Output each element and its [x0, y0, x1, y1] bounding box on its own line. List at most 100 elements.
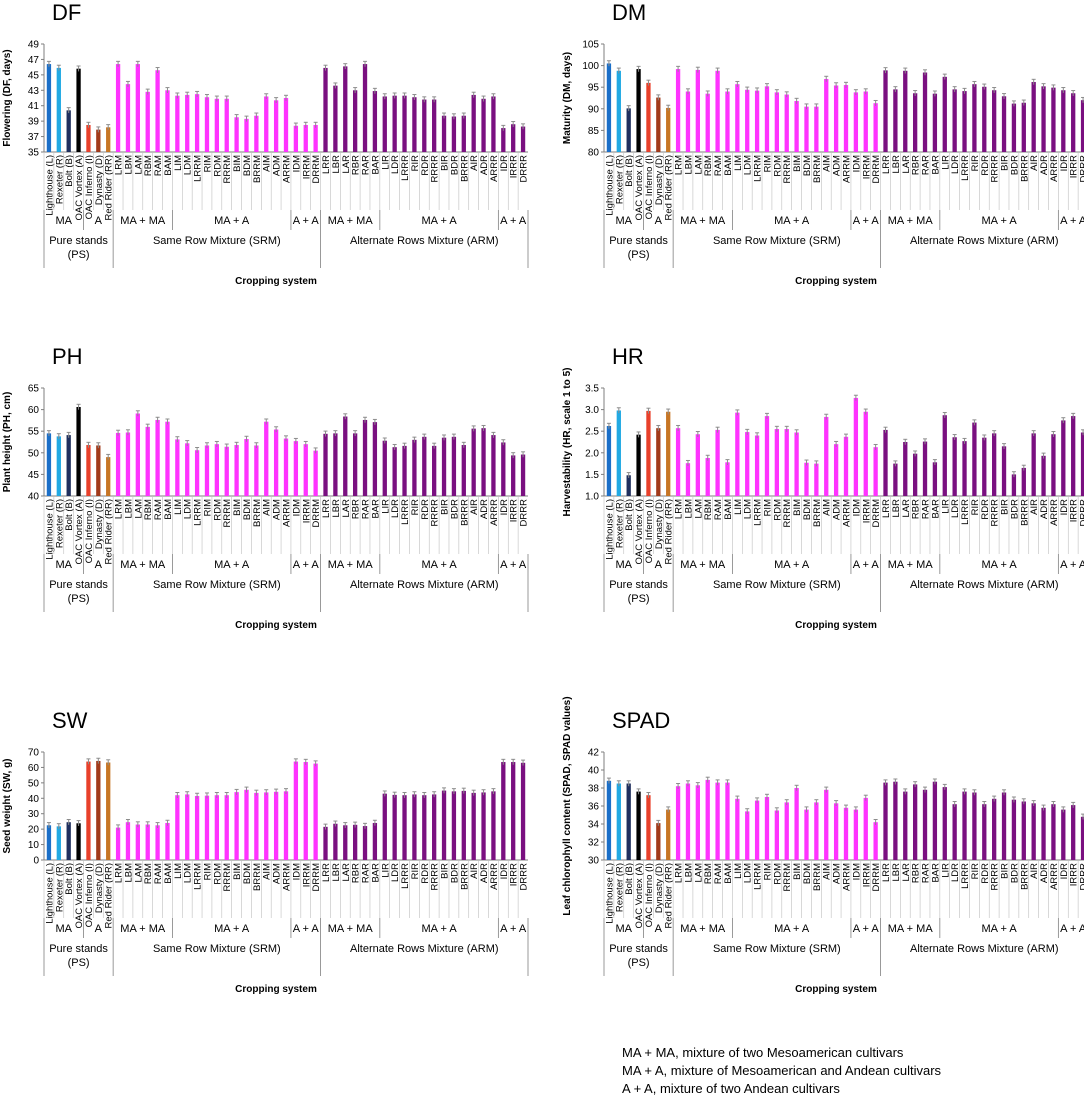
category-label: LAR [901, 155, 912, 174]
category-label: ADM [832, 155, 843, 176]
footnote: MA + MA, mixture of two Mesoamerican cul… [622, 1044, 941, 1098]
category-label: ADM [272, 155, 283, 176]
subgroup-label: MA + MA [328, 215, 374, 227]
category-label: Rexeter (R) [614, 155, 625, 204]
bar-lighthouse-l- [606, 780, 612, 860]
category-label: IRRM [861, 499, 872, 523]
x-axis-label: Cropping system [795, 984, 877, 995]
category-label: LRRM [193, 155, 204, 182]
bar-drrm [873, 822, 878, 860]
bar-lrrm [194, 94, 200, 152]
bar-rir [412, 439, 417, 496]
bar-ram [155, 70, 160, 152]
category-label: ADR [1039, 499, 1050, 519]
bar-lrr [883, 70, 888, 152]
category-label: BIM [232, 863, 243, 880]
subgroup-label: MA + MA [120, 559, 166, 571]
category-label: LDR [950, 863, 961, 882]
category-label: RIM [202, 155, 213, 173]
bar-bir [441, 115, 447, 152]
chart-panel-hr: HR Harvestability (HR, scale 1 to 5) 1.0 1.… [562, 344, 1084, 631]
bar-bdm [804, 809, 809, 860]
bar-lrrr [402, 445, 407, 496]
bar-rrrm [224, 795, 229, 860]
category-label: IRRR [1069, 155, 1080, 178]
subgroup-label: MA + A [214, 559, 250, 571]
bar-bdr [1011, 103, 1017, 152]
bar-lighthouse-l- [606, 426, 612, 496]
group-label-ps: Pure stands [49, 579, 108, 591]
category-label: BAM [163, 155, 174, 176]
category-label: LIR [940, 155, 951, 170]
bar-lbr [333, 823, 338, 860]
category-label: RIM [202, 499, 213, 517]
subgroup-label: MA [616, 923, 633, 935]
category-label: RAM [713, 499, 724, 520]
subgroup-label: MA [616, 559, 633, 571]
bar-lrr [883, 782, 888, 860]
bar-ldm [745, 89, 750, 152]
category-label: BIM [792, 155, 803, 172]
category-label: RAM [153, 499, 164, 520]
bar-arrr [491, 791, 496, 860]
bar-brrm [814, 463, 819, 496]
category-label: RIR [410, 499, 421, 516]
category-label: DRRR [519, 155, 530, 183]
bar-bdm [244, 118, 249, 152]
category-label: LBM [123, 155, 134, 175]
category-label: AIR [469, 499, 480, 515]
subgroup-label: MA + A [982, 923, 1018, 935]
category-label: LRRM [753, 155, 764, 182]
bar-arrm [843, 436, 849, 496]
category-label: LRRM [753, 499, 764, 526]
category-label: RAM [153, 863, 164, 884]
bar-drrr [520, 126, 526, 152]
chart-panel-dm: DM Maturity (DM, days) 80 85 90 95 100 105 Light… [562, 0, 1084, 287]
category-label: RIM [762, 499, 773, 517]
bar-bar [372, 822, 378, 860]
bar-red-rider-rr- [106, 127, 111, 152]
bar-bdm [804, 462, 809, 496]
category-label: ADM [272, 863, 283, 884]
bar-rrrm [224, 98, 229, 152]
bar-lbm [685, 91, 691, 152]
bar-brrm [254, 115, 259, 152]
bar-oac-inferno-i- [646, 795, 651, 860]
subgroup-label: MA + MA [120, 923, 166, 935]
category-label: LBR [891, 499, 902, 518]
bar-rir [412, 97, 417, 152]
category-label: ADM [272, 499, 283, 520]
category-label: LDM [743, 863, 754, 883]
bar-arrm [283, 791, 289, 860]
bar-lrr [323, 67, 328, 152]
category-label: RAR [361, 499, 372, 519]
bar-lam [135, 64, 140, 152]
category-label: RIR [970, 499, 981, 516]
category-label: Dynasty (D) [94, 863, 105, 913]
category-label: IDM [851, 863, 862, 881]
bar-lrm [675, 428, 681, 496]
category-label: RBM [703, 155, 714, 176]
bar-rim [204, 97, 210, 152]
category-label: BRRM [252, 863, 263, 891]
y-tick-label: 50 [28, 448, 40, 459]
category-label: LRRM [753, 863, 764, 890]
category-label: BRRR [1019, 863, 1030, 890]
bar-bdr [451, 436, 457, 496]
category-label: LDR [950, 155, 961, 174]
y-tick-label: 60 [28, 405, 40, 416]
category-label: LDR [950, 499, 961, 518]
bar-oac-vortex-a- [76, 407, 81, 496]
bar-brrr [461, 115, 466, 152]
y-tick-label: 3.0 [585, 405, 599, 416]
bar-irrr [1071, 416, 1076, 496]
category-label: IDR [499, 155, 510, 172]
category-label: LRRM [193, 863, 204, 890]
category-label: IDR [499, 499, 510, 515]
bar-arrr [1051, 434, 1056, 496]
category-label: LBM [683, 863, 694, 883]
category-label: LAR [341, 863, 352, 882]
category-label: AIM [822, 499, 833, 516]
category-label: BAM [723, 863, 734, 884]
bar-adr [1041, 455, 1046, 496]
